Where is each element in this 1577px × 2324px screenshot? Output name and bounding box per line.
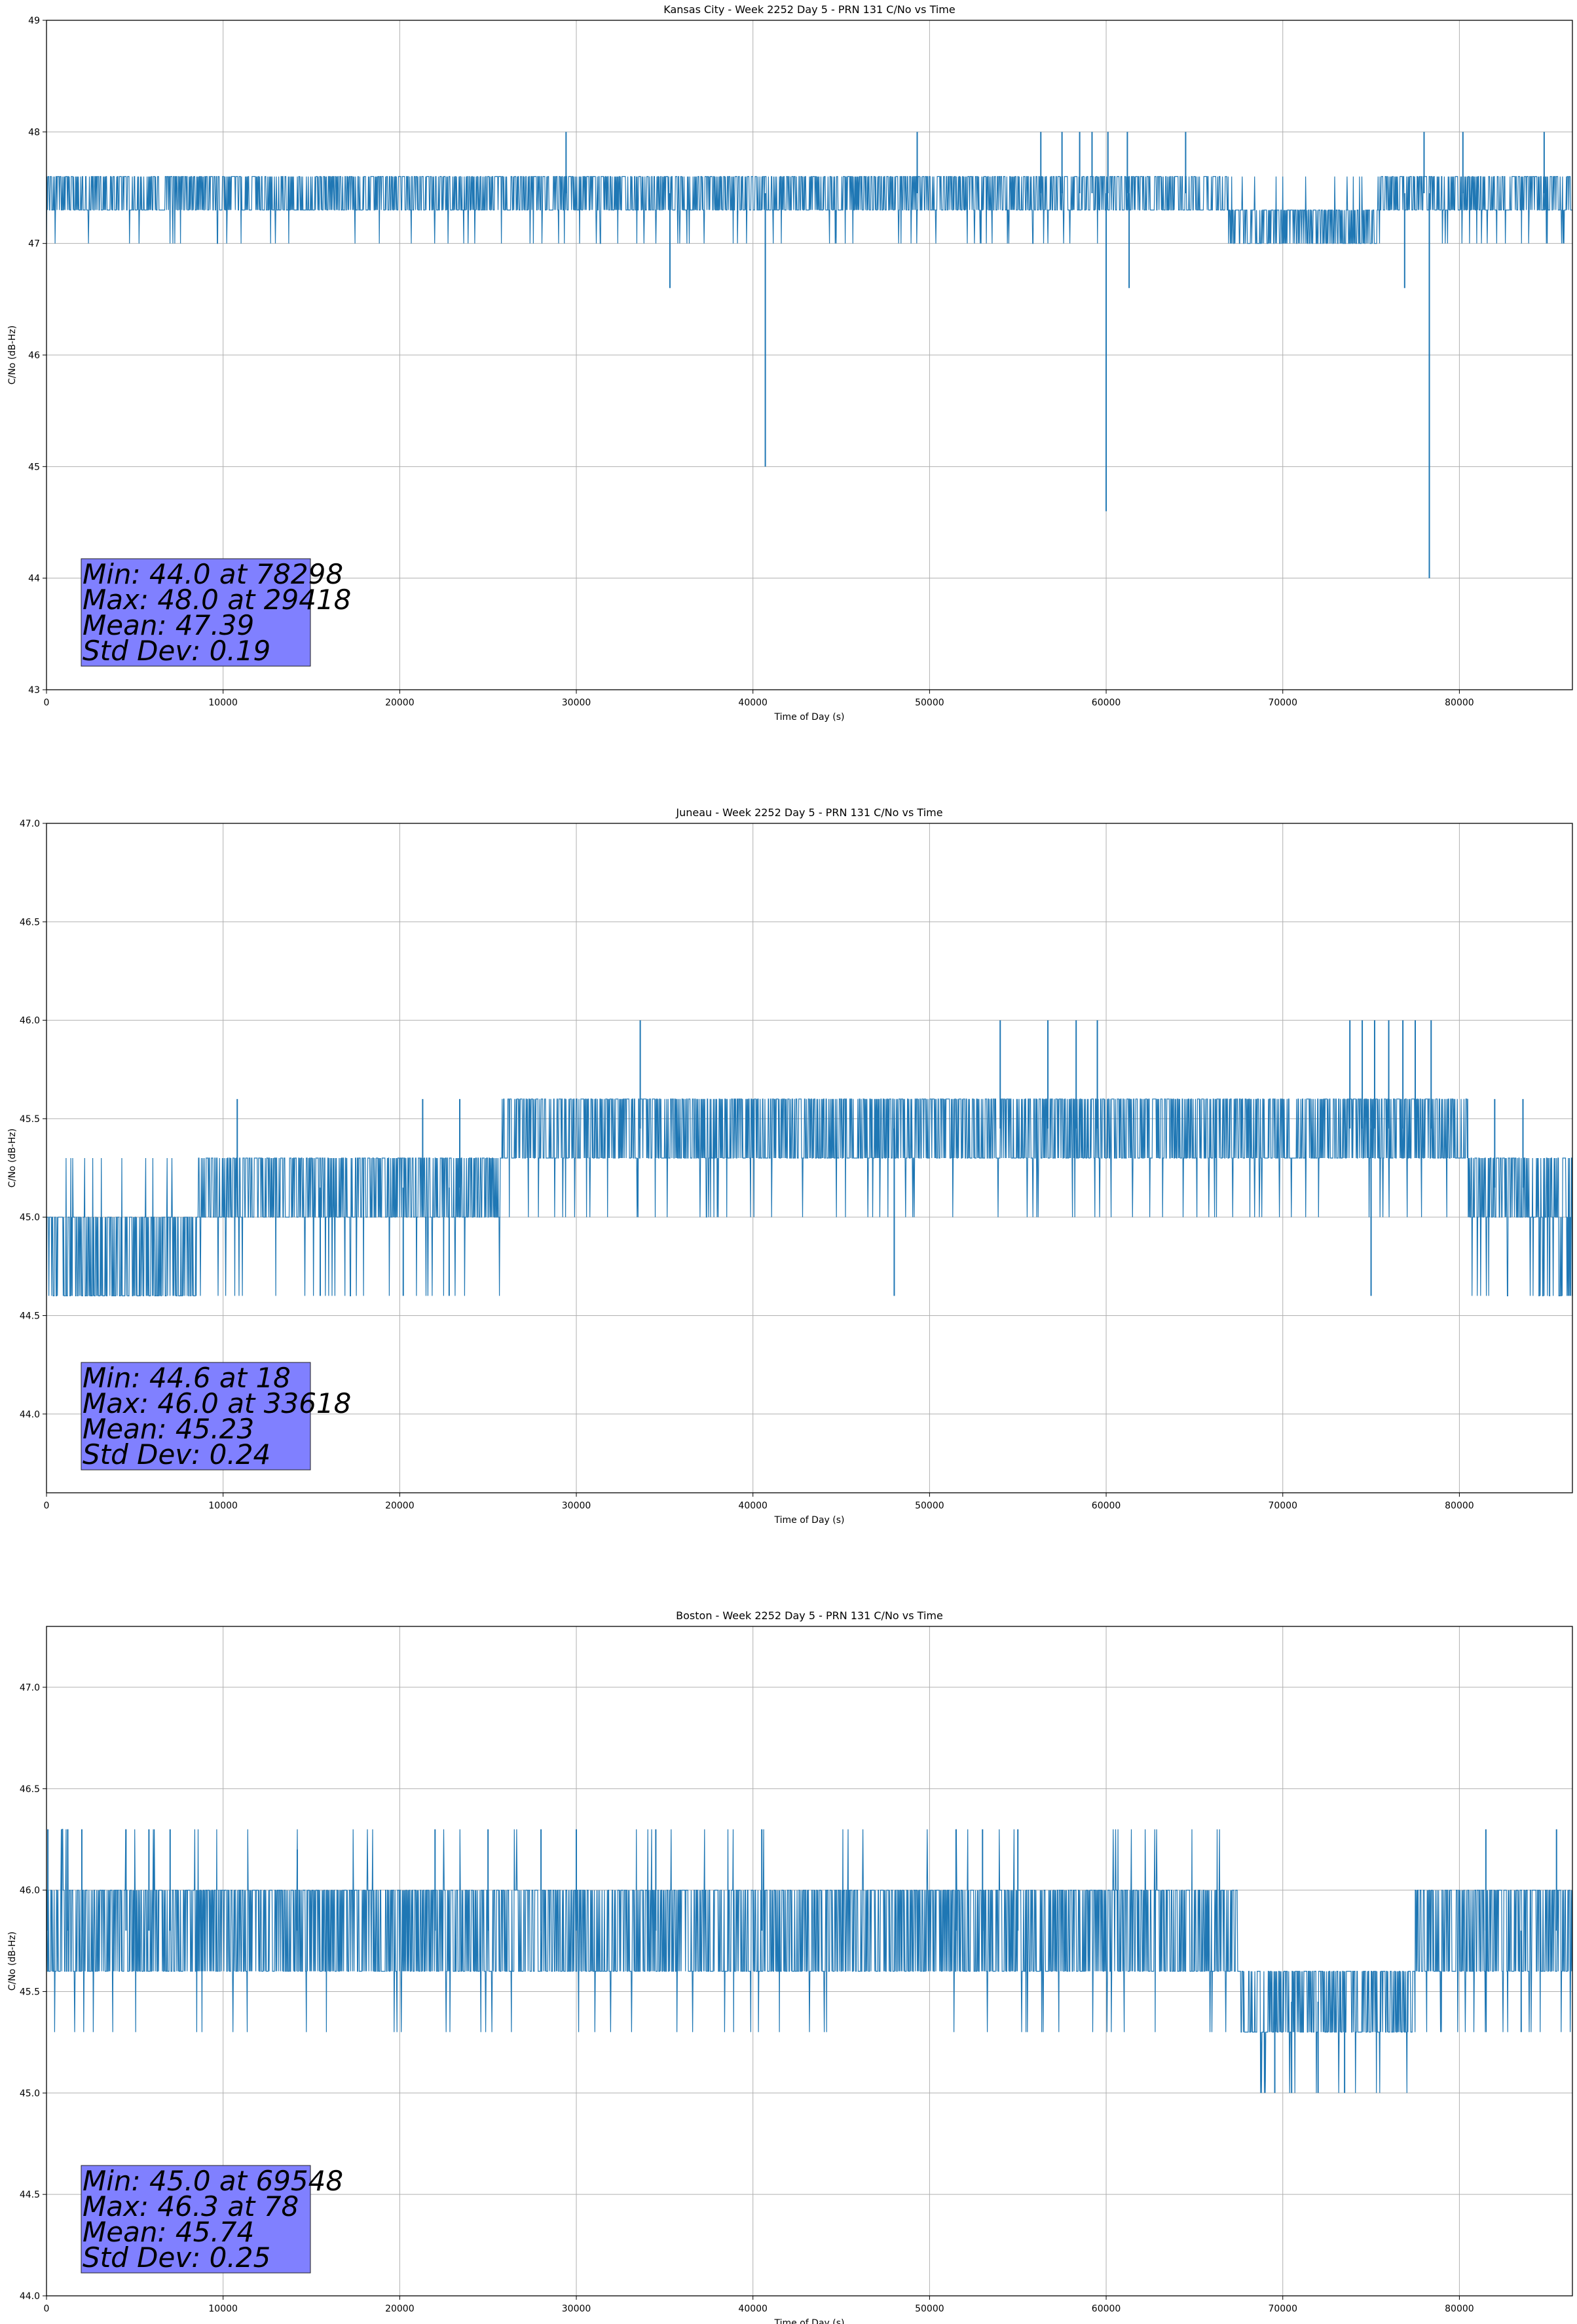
series-trace <box>46 176 1572 244</box>
y-axis-label: C/No (dB-Hz) <box>7 1932 18 1991</box>
stats-box <box>81 1362 311 1471</box>
x-tick-label: 10000 <box>208 1501 238 1511</box>
x-axis-label: Time of Day (s) <box>774 712 845 722</box>
y-tick-label: 45.0 <box>20 1212 40 1223</box>
chart-panel-2: 0 10000 20000 30000 40000 50000 60000 70000 8000… <box>7 806 1573 1526</box>
stat-min: Min: 44.6 at 18 <box>83 1362 291 1394</box>
y-tick-label: 49 <box>28 16 40 26</box>
series-line <box>46 132 1572 578</box>
stat-std-dev: Std Dev: 0.24 <box>83 1438 270 1471</box>
x-tick-label: 50000 <box>915 2304 944 2314</box>
x-tick-label: 80000 <box>1445 698 1474 708</box>
x-tick-label: 40000 <box>738 698 768 708</box>
stat-mean: Mean: 45.74 <box>83 2216 254 2248</box>
stat-min: Min: 44.0 at 78298 <box>83 558 343 590</box>
x-tick-label: 20000 <box>385 698 415 708</box>
y-tick-label: 44.0 <box>20 2291 40 2302</box>
y-tick-label: 44.5 <box>20 1311 40 1321</box>
stat-max: Max: 46.0 at 33618 <box>83 1387 351 1419</box>
y-tick-label: 47.0 <box>20 1683 40 1693</box>
stats-box <box>81 2165 311 2274</box>
x-tick-label: 60000 <box>1092 2304 1121 2314</box>
x-tick-label: 70000 <box>1268 698 1297 708</box>
y-tick-label: 44 <box>28 574 40 584</box>
y-tick-label: 46 <box>28 350 40 361</box>
x-tick-label: 50000 <box>915 1501 944 1511</box>
x-tick-label: 30000 <box>562 1501 591 1511</box>
axes-frame <box>46 823 1573 1493</box>
stat-std-dev: Std Dev: 0.25 <box>83 2241 270 2274</box>
y-tick-label: 46.5 <box>20 1784 40 1795</box>
y-tick-label: 45.0 <box>20 2088 40 2099</box>
y-tick-label: 43 <box>28 685 40 696</box>
x-tick-label: 40000 <box>738 2304 768 2314</box>
y-tick-label: 46.0 <box>20 1886 40 1896</box>
y-tick-label: 46.5 <box>20 917 40 928</box>
axes-frame <box>46 1626 1573 2296</box>
x-tick-label: 0 <box>44 2304 50 2314</box>
x-tick-label: 20000 <box>385 1501 415 1511</box>
x-tick-label: 30000 <box>562 698 591 708</box>
y-tick-label: 47.0 <box>20 819 40 829</box>
stat-std-dev: Std Dev: 0.19 <box>83 635 270 667</box>
y-tick-label: 47 <box>28 239 40 250</box>
series-line <box>46 1829 1572 2093</box>
x-tick-label: 50000 <box>915 698 944 708</box>
x-tick-label: 70000 <box>1268 2304 1297 2314</box>
x-tick-label: 0 <box>44 1501 50 1511</box>
stat-mean: Mean: 45.23 <box>83 1413 254 1445</box>
y-axis-label: C/No (dB-Hz) <box>7 1129 18 1188</box>
x-tick-label: 10000 <box>208 698 238 708</box>
y-tick-label: 46.0 <box>20 1016 40 1026</box>
x-tick-label: 10000 <box>208 2304 238 2314</box>
x-tick-label: 20000 <box>385 2304 415 2314</box>
x-tick-label: 40000 <box>738 1501 768 1511</box>
x-axis-label: Time of Day (s) <box>774 2318 845 2324</box>
x-tick-label: 80000 <box>1445 1501 1474 1511</box>
y-tick-label: 45 <box>28 462 40 472</box>
y-tick-label: 48 <box>28 127 40 138</box>
series-line <box>46 1020 1572 1296</box>
x-tick-label: 30000 <box>562 2304 591 2314</box>
y-tick-label: 45.5 <box>20 1987 40 1997</box>
chart-title: Juneau - Week 2252 Day 5 - PRN 131 C/No … <box>675 806 942 819</box>
y-tick-label: 44.0 <box>20 1410 40 1420</box>
x-tick-label: 60000 <box>1092 1501 1121 1511</box>
chart-title: Kansas City - Week 2252 Day 5 - PRN 131 … <box>663 3 955 16</box>
chart-panel-3: 0 10000 20000 30000 40000 50000 60000 70000 8000… <box>7 1609 1573 2324</box>
stat-max: Max: 48.0 at 29418 <box>83 584 351 616</box>
x-tick-label: 70000 <box>1268 1501 1297 1511</box>
series-trace <box>46 1098 1572 1296</box>
x-axis-label: Time of Day (s) <box>774 1515 845 1526</box>
y-tick-label: 45.5 <box>20 1114 40 1125</box>
stat-mean: Mean: 47.39 <box>83 609 254 641</box>
stats-box <box>81 558 311 667</box>
stat-max: Max: 46.3 at 78 <box>83 2190 299 2222</box>
y-axis-label: C/No (dB-Hz) <box>7 326 18 384</box>
x-tick-label: 60000 <box>1092 698 1121 708</box>
x-tick-label: 0 <box>44 698 50 708</box>
chart-title: Boston - Week 2252 Day 5 - PRN 131 C/No … <box>676 1609 943 1622</box>
chart-panel-1: 0 10000 20000 30000 40000 50000 60000 70000 8000… <box>7 3 1573 722</box>
stat-min: Min: 45.0 at 69548 <box>83 2165 343 2197</box>
x-tick-label: 80000 <box>1445 2304 1474 2314</box>
y-tick-label: 44.5 <box>20 2190 40 2200</box>
